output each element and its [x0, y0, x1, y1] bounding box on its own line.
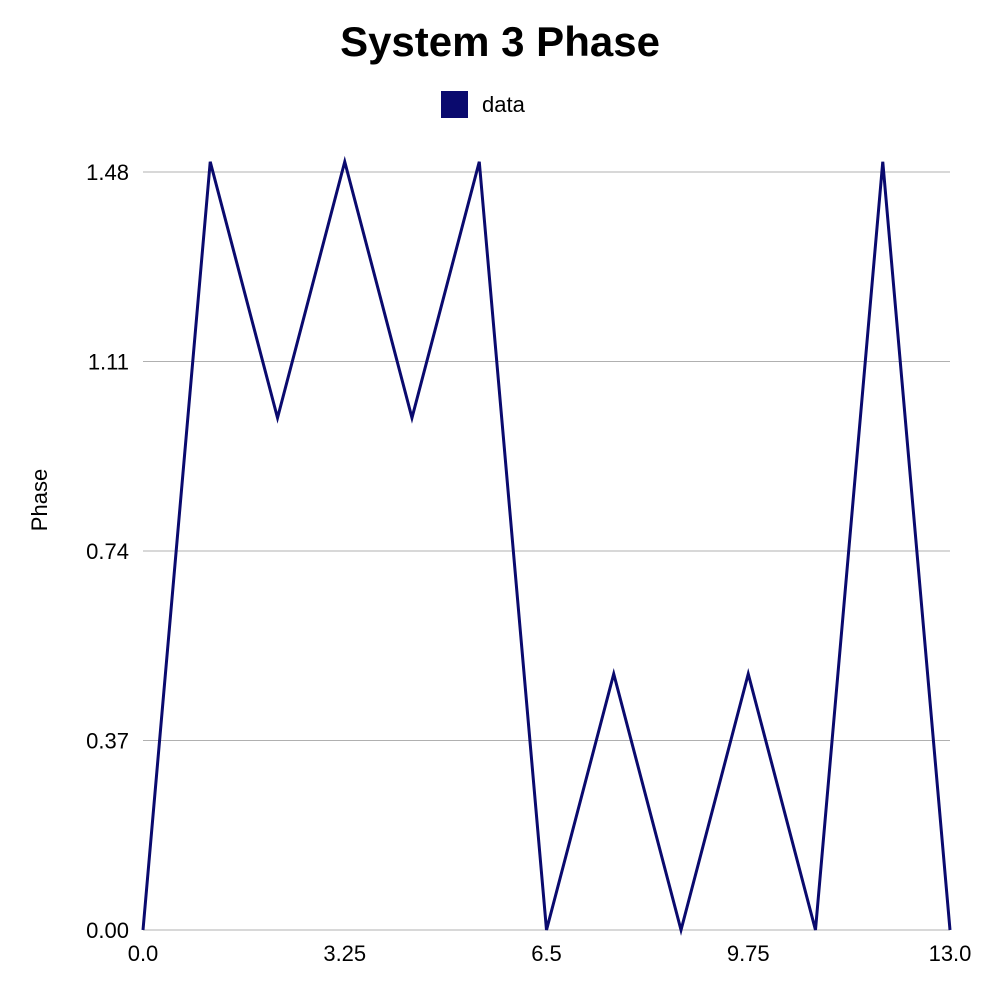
y-tick-label: 0.74	[86, 539, 129, 564]
y-tick-label: 0.00	[86, 918, 129, 943]
y-axis-title: Phase	[27, 469, 52, 531]
x-tick-label: 3.25	[323, 941, 366, 966]
chart-title: System 3 Phase	[340, 18, 660, 65]
x-tick-label: 9.75	[727, 941, 770, 966]
legend: data	[441, 91, 525, 118]
legend-label: data	[482, 91, 525, 117]
series-line-data	[141, 155, 952, 936]
x-tick-label: 13.0	[929, 941, 972, 966]
x-tick-label: 6.5	[531, 941, 562, 966]
legend-swatch	[441, 91, 468, 118]
y-tick-label: 0.37	[86, 729, 129, 754]
y-tick-label: 1.11	[88, 350, 129, 375]
x-tick-label: 0.0	[128, 941, 159, 966]
y-tick-label: 1.48	[86, 160, 129, 185]
